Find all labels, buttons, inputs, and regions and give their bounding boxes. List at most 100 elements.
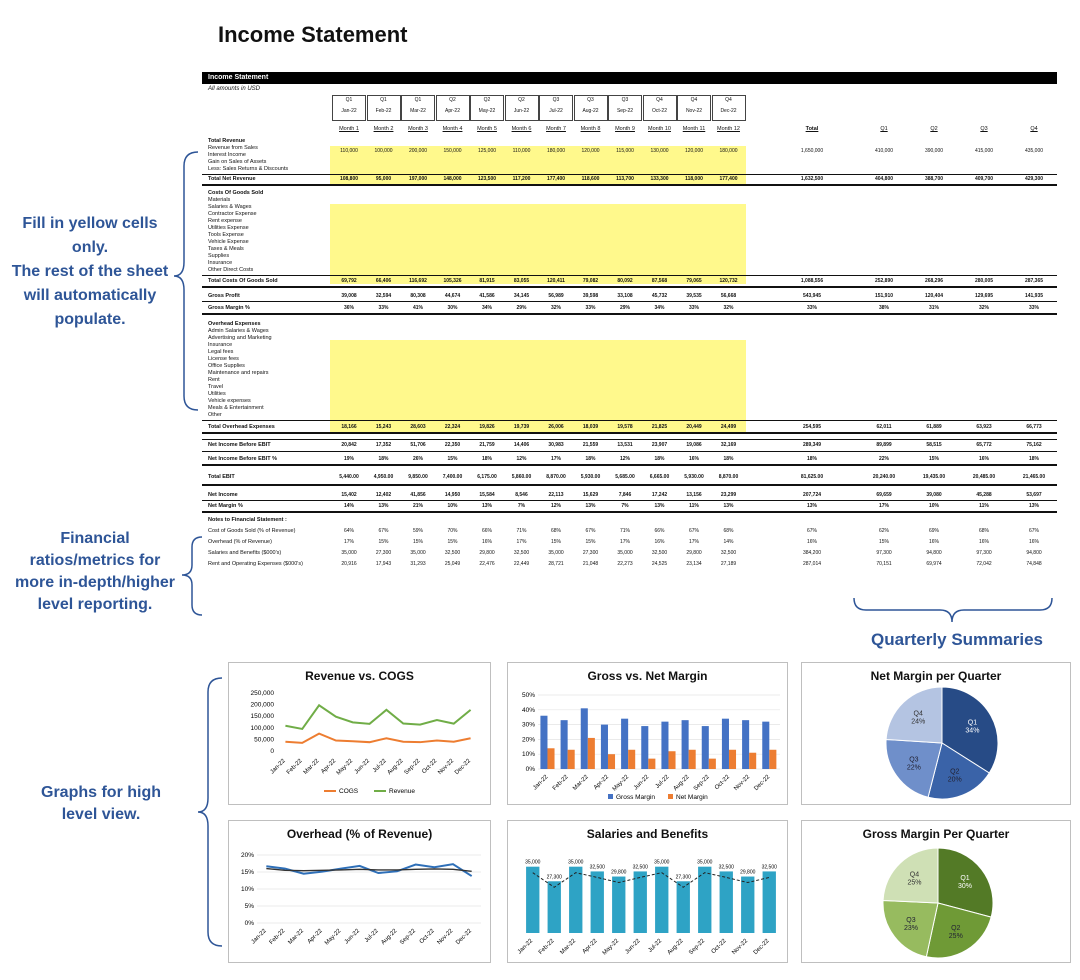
revenue-cell: 435,000: [1024, 148, 1044, 154]
overhead-total-cell: 63,923: [976, 424, 992, 430]
note-cell: 35,000: [548, 550, 564, 556]
quarter-header: Q2: [449, 97, 456, 103]
slice-value-label: 34%: [965, 727, 979, 734]
slice-value-label: 25%: [907, 879, 921, 886]
column-label: Month 2: [373, 126, 394, 132]
quarter-header: Q4: [656, 97, 663, 103]
nibe-pct-cell: 12%: [619, 456, 630, 462]
nibe-cell: 13,531: [617, 442, 633, 448]
gross-margin-cell: 34%: [481, 305, 492, 311]
x-tick-label: Oct-22: [419, 928, 436, 945]
x-tick-label: Dec-22: [753, 774, 771, 792]
y-tick-label: 10%: [522, 751, 535, 758]
nibe-cell: 51,706: [410, 442, 426, 448]
y-tick-label: 200,000: [251, 702, 275, 709]
row-label: Office Supplies: [208, 363, 245, 369]
yellow-bracket: [173, 151, 199, 411]
net-revenue-cell: 429,300: [1024, 176, 1044, 182]
total-ebit-cell: 5,685.00: [615, 474, 635, 480]
row-label: Other: [208, 412, 222, 418]
bar-gross-margin: [742, 720, 750, 769]
slice-value-label: 24%: [911, 719, 925, 726]
gross-vs-net-margin-chart: Gross vs. Net Margin 0% 10% 20% 30% 40% 50% Ja…: [507, 662, 788, 805]
chart-title: Salaries and Benefits: [586, 827, 709, 841]
row-label: Net Income: [208, 492, 238, 498]
nibe-cell: 75,162: [1026, 442, 1042, 448]
total-ebit-cell: 19,435.00: [922, 474, 946, 480]
note-cell: 67%: [688, 528, 699, 534]
total-ebit-cell: 81,625.00: [800, 474, 824, 480]
row-label: Insurance: [208, 342, 233, 348]
note-cell: 27,300: [582, 550, 599, 556]
gross-margin-cell: 41%: [412, 305, 423, 311]
bar-data-label: 29,800: [611, 870, 627, 876]
nibe-pct-cell: 16%: [688, 456, 699, 462]
nibe-pct-cell: 18%: [481, 456, 492, 462]
net-income-cell: 22,113: [548, 492, 564, 498]
bar-net-margin: [567, 749, 575, 769]
note-cell: 27,189: [720, 561, 737, 567]
net-margin-cell: 11%: [979, 503, 989, 509]
yellow-note-line: Fill in yellow cells only.: [22, 215, 158, 256]
nibe-pct-cell: 16%: [978, 456, 989, 462]
row-label: Costs Of Goods Sold: [208, 190, 264, 196]
month-header: May-22: [478, 108, 496, 114]
column-label: Month 8: [580, 126, 601, 132]
column-label: Month 5: [477, 126, 497, 132]
note-cell: 15%: [412, 539, 423, 545]
nibe-pct-cell: 18%: [585, 456, 596, 462]
overhead-total-cell: 19,826: [479, 424, 495, 430]
overhead-percent-chart: Overhead (% of Revenue) 0% 5% 10% 15% 20% Jan…: [228, 820, 491, 963]
income-statement-sheet: Income Statement All amounts in USD Q1 Ja…: [202, 72, 1057, 646]
net-income-cell: 8,546: [515, 492, 528, 498]
salary-bar: [612, 876, 626, 933]
note-cell: 59%: [412, 528, 423, 534]
salary-bar: [719, 871, 733, 933]
note-cell: 17,943: [375, 561, 392, 567]
slice-value-label: 23%: [904, 925, 918, 932]
total-ebit-cell: 9,850.00: [408, 474, 428, 480]
bar-data-label: 32,500: [719, 864, 735, 870]
note-cell: 15%: [378, 539, 389, 545]
x-tick-label: Aug-22: [387, 758, 405, 776]
note-cell: 15%: [878, 539, 889, 545]
net-margin-cell: 14%: [343, 503, 354, 509]
note-cell: 67%: [1028, 528, 1039, 534]
overhead-total-cell: 28,603: [410, 424, 426, 430]
net-revenue-cell: 118,600: [581, 176, 600, 182]
note-cell: 97,300: [876, 550, 892, 556]
note-cell: 287,014: [802, 561, 822, 567]
graphs-bracket: [197, 677, 223, 947]
net-revenue-cell: 117,200: [512, 176, 531, 182]
x-tick-label: Jan-22: [251, 928, 269, 946]
note-cell: 15%: [550, 539, 561, 545]
bar-data-label: 35,000: [654, 860, 670, 866]
quarter-header: Q2: [483, 97, 491, 103]
month-header-cell: [539, 95, 573, 121]
revenue-cell: 200,000: [408, 148, 428, 154]
note-cell: 16%: [928, 539, 939, 545]
nibe-cell: 30,983: [548, 442, 564, 448]
quarter-column-label: Q4: [1030, 126, 1038, 132]
bar-data-label: 27,300: [547, 874, 563, 880]
x-tick-label: Sep-22: [399, 928, 417, 946]
net-income-cell: 17,242: [651, 492, 668, 498]
month-header: Sep-22: [616, 108, 634, 114]
gross-profit-cell: 41,586: [479, 293, 495, 299]
salary-bar: [526, 866, 540, 933]
x-tick-label: Oct-22: [714, 774, 731, 791]
note-cell: 32,500: [651, 550, 668, 556]
nibe-cell: 21,559: [582, 442, 599, 448]
month-header-cell: [573, 95, 608, 121]
input-cells-area: [330, 340, 746, 432]
gross-margin-cell: 29%: [619, 305, 630, 311]
net-margin-cell: 7%: [517, 503, 526, 509]
net-income-cell: 12,402: [375, 492, 392, 498]
gross-margin-cell: 36%: [343, 305, 354, 311]
bar-gross-margin: [661, 721, 669, 769]
y-tick-label: 100,000: [251, 725, 275, 732]
net-margin-cell: 12%: [550, 503, 561, 509]
slice-name-label: Q3: [906, 917, 915, 924]
month-header: Jun-22: [513, 108, 530, 114]
chart-title: Gross Margin Per Quarter: [862, 827, 1010, 841]
